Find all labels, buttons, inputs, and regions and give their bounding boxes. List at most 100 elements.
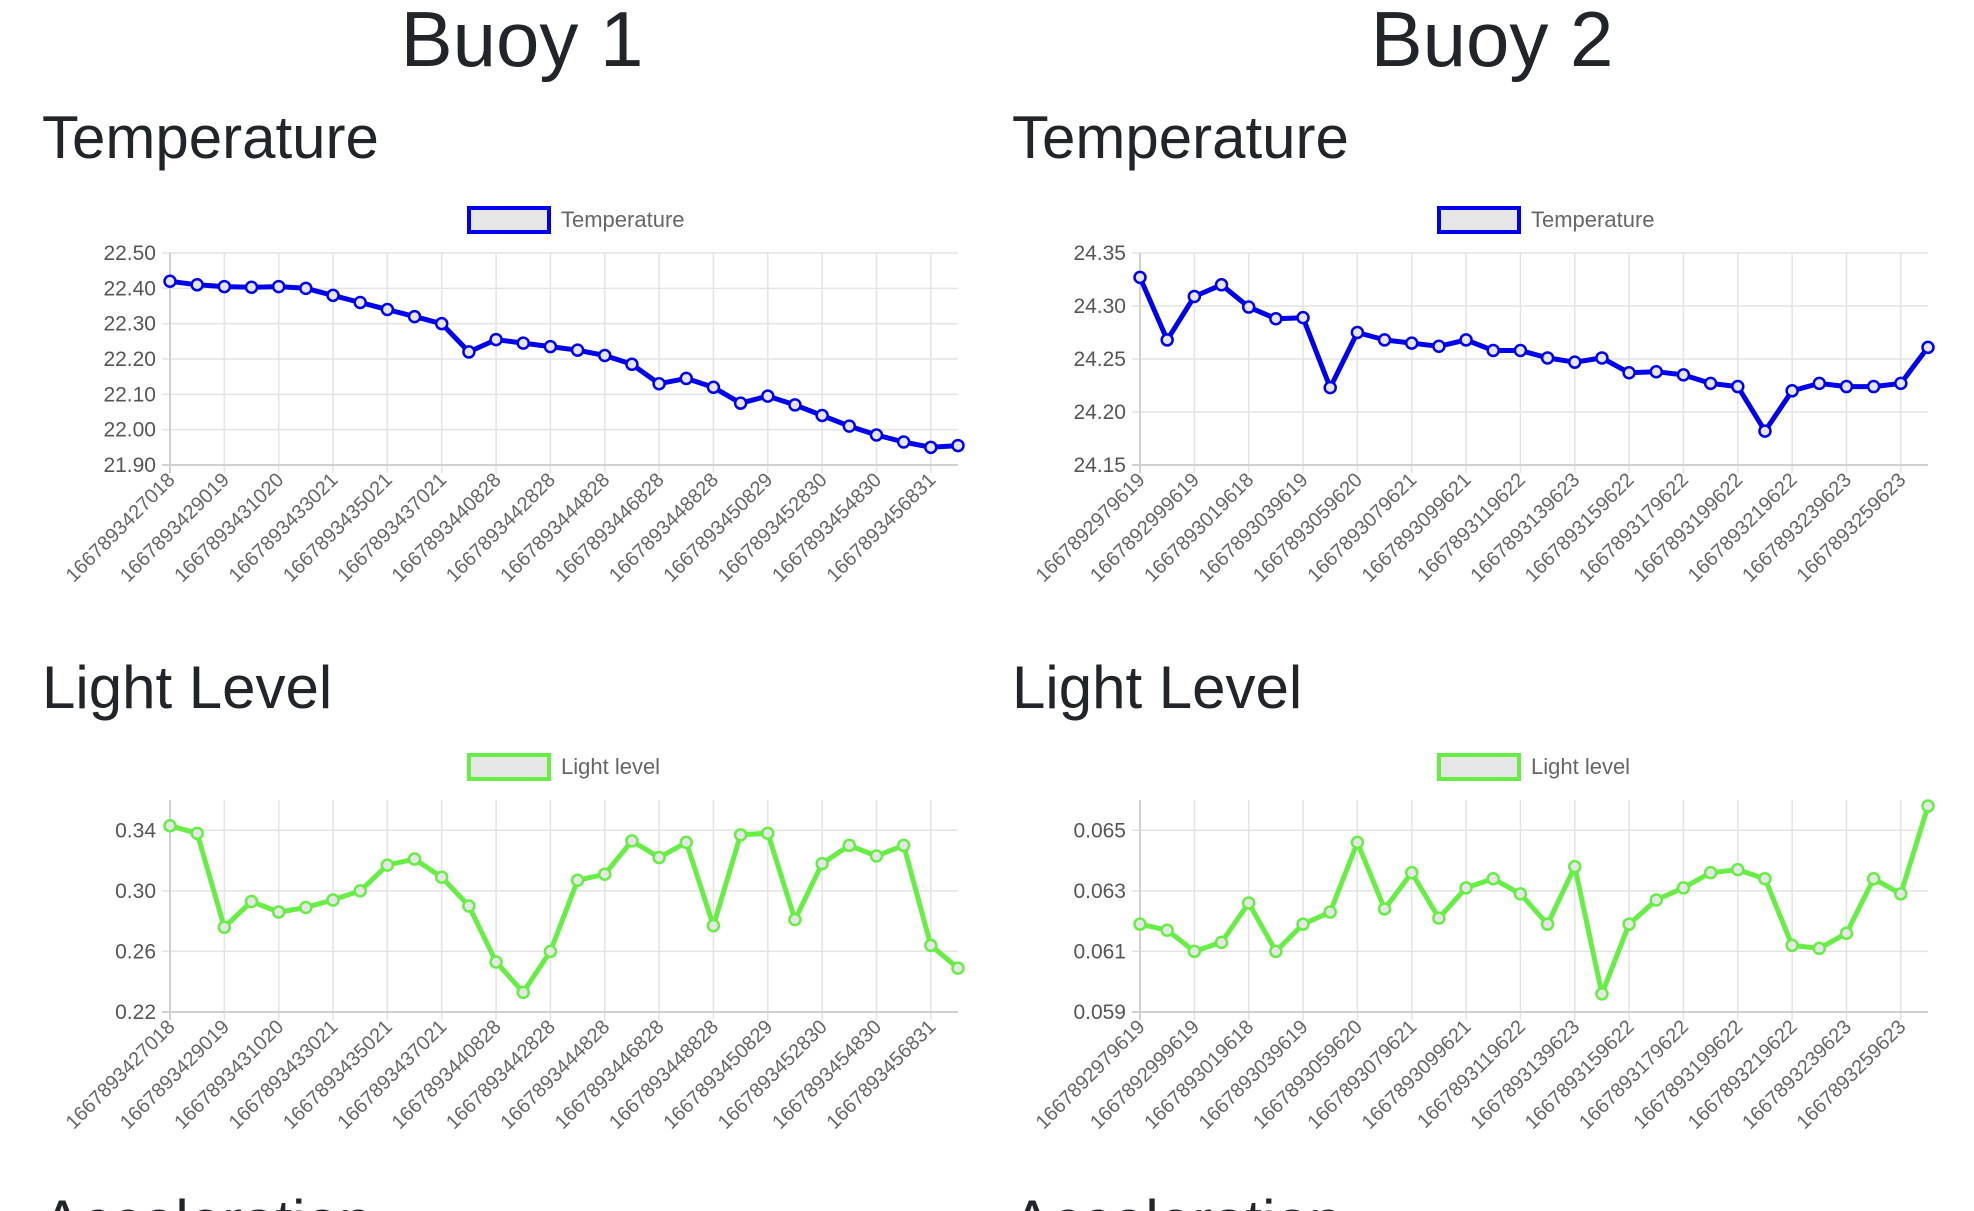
data-point [1133,270,1147,285]
data-point [1160,923,1174,937]
y-tick-label: 24.20 [1073,401,1126,424]
legend: Light level [467,753,660,781]
data-point [842,838,857,853]
data-point [896,838,911,853]
data-point [1459,881,1473,895]
data-point [1894,376,1908,391]
data-point [1404,336,1419,350]
y-tick-label: 22.40 [103,277,156,300]
data-point [924,440,938,455]
y-tick-label: 24.30 [1073,295,1126,318]
data-point [1921,799,1935,813]
data-point [706,918,721,933]
data-point [815,408,829,423]
y-tick-label: 24.35 [1073,242,1126,265]
y-tick-label: 0.34 [115,819,156,842]
data-point [1377,902,1392,916]
data-point [598,348,612,363]
section-heading-light-level: Light Level [1012,654,1303,721]
legend: Temperature [1437,206,1655,234]
data-point [1568,355,1582,369]
y-tick-label: 22.30 [103,313,156,336]
data-point [1432,339,1446,354]
buoy-2-column: Buoy 2 Temperature Temperature 1667892979… [1012,0,1972,1211]
data-point [271,905,286,919]
data-point [1296,917,1310,931]
legend-label: Light level [1531,754,1630,779]
data-point [1812,376,1827,391]
buoy-title: Buoy 2 [1370,0,1614,83]
y-tick-label: 0.30 [115,880,156,903]
data-point [1703,376,1718,391]
data-point [1622,917,1636,931]
legend-swatch [1437,753,1521,781]
data-point [679,371,694,386]
data-point [353,884,367,898]
data-point [1214,278,1229,292]
data-point [951,961,965,975]
data-point [1296,310,1310,325]
y-tick-label: 22.00 [103,419,156,442]
data-point [407,309,422,324]
data-point [761,826,775,841]
data-point [1731,379,1745,394]
data-point [1731,862,1745,877]
data-point [1649,893,1664,907]
data-point [1269,311,1283,326]
data-point [217,279,232,294]
data-point [434,870,449,884]
data-point [1269,944,1283,959]
data-point [1622,366,1636,380]
data-point [761,389,775,403]
y-tick-label: 22.50 [103,242,156,265]
series-line [1137,274,1931,434]
data-point [1785,384,1799,398]
section-heading-acceleration: Acceleration [42,1192,372,1211]
data-point [516,336,530,350]
data-point [1486,343,1500,358]
data-point [1540,351,1555,365]
data-point [1350,835,1365,850]
y-tick-label: 22.20 [103,348,156,371]
data-point [380,858,395,872]
data-point [1350,325,1365,340]
data-point [570,343,585,357]
data-point [1160,333,1174,347]
data-point [489,955,503,969]
data-point [462,345,476,359]
section-heading-acceleration: Acceleration [1012,1192,1342,1211]
data-point [1785,938,1799,953]
y-tick-label: 0.26 [115,940,156,963]
data-point [1839,379,1854,394]
y-tick-label: 21.90 [103,454,156,477]
buoy-1-column: Buoy 1 Temperature Temperature 1667893427… [42,0,1002,1211]
data-point [1241,896,1256,910]
data-point [896,435,911,449]
data-point [407,852,422,866]
y-tick-label: 24.25 [1073,348,1126,371]
y-tick-label: 22.10 [103,383,156,406]
data-point [543,944,558,959]
series-line [167,278,961,450]
legend-label: Temperature [561,207,685,232]
data-point [271,279,286,294]
data-point [1758,871,1772,886]
data-point [1404,865,1419,880]
y-tick-label: 0.22 [115,1001,156,1024]
section-heading-temperature: Temperature [1012,104,1349,171]
temperature-chart: Temperature16678929796191667892999619166… [1032,206,1935,587]
data-point [652,376,666,391]
legend-swatch [467,206,551,234]
data-point [326,893,340,907]
legend: Light level [1437,753,1630,781]
data-point [842,419,857,433]
temperature-chart: Temperature16678934270181667893429019166… [62,206,965,587]
data-point [1323,380,1337,395]
data-point [679,835,694,850]
y-tick-label: 0.063 [1073,880,1126,903]
data-point [1866,379,1881,394]
data-point [951,438,965,453]
data-point [1187,289,1202,304]
data-point [1703,865,1718,880]
data-point [244,894,259,909]
